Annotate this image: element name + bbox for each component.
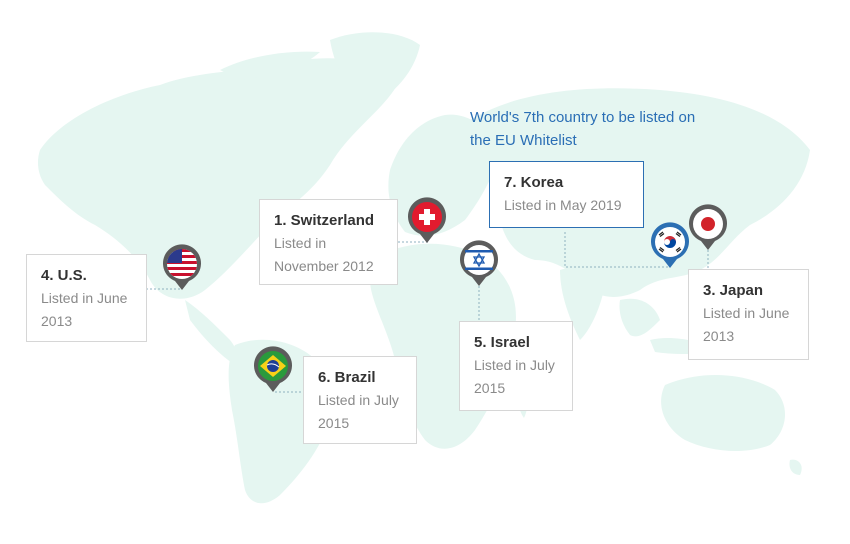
brazil-pin[interactable] [253,346,293,394]
switzerland-pin[interactable] [407,197,447,245]
switzerland-flag-icon [412,202,442,232]
country-card-korea: 7. Korea Listed in May 2019 [489,161,644,228]
country-card-us: 4. U.S. Listed in June 2013 [26,254,147,342]
israel-pin[interactable] [459,240,499,288]
listed-date: Listed in June 2013 [703,305,790,344]
listed-date: Listed in June 2013 [41,290,128,329]
listed-date: Listed in November 2012 [274,235,374,274]
us-flag-icon [167,249,197,279]
country-card-israel: 5. Israel Listed in July 2015 [459,321,573,411]
country-name: 3. Japan [703,282,764,299]
country-name: 7. Korea [504,174,564,191]
korea-flag-icon [655,227,685,257]
country-name: 5. Israel [474,334,530,351]
brazil-flag-icon [258,351,288,381]
japan-pin[interactable] [688,204,728,252]
us-pin[interactable] [162,244,202,292]
country-card-switzerland: 1. Switzerland Listed in November 2012 [259,199,398,285]
country-name: 4. U.S. [41,267,87,284]
israel-flag-icon [464,245,494,275]
listed-date: Listed in May 2019 [504,197,622,213]
korea-pin[interactable] [650,222,690,270]
country-name: 1. Switzerland [274,212,375,229]
country-card-japan: 3. Japan Listed in June 2013 [688,269,809,360]
listed-date: Listed in July 2015 [474,357,555,396]
japan-flag-icon [693,209,723,239]
listed-date: Listed in July 2015 [318,392,399,431]
eu-whitelist-headline: World's 7th country to be listed on the … [470,109,696,149]
country-card-brazil: 6. Brazil Listed in July 2015 [303,356,417,444]
country-name: 6. Brazil [318,369,376,386]
